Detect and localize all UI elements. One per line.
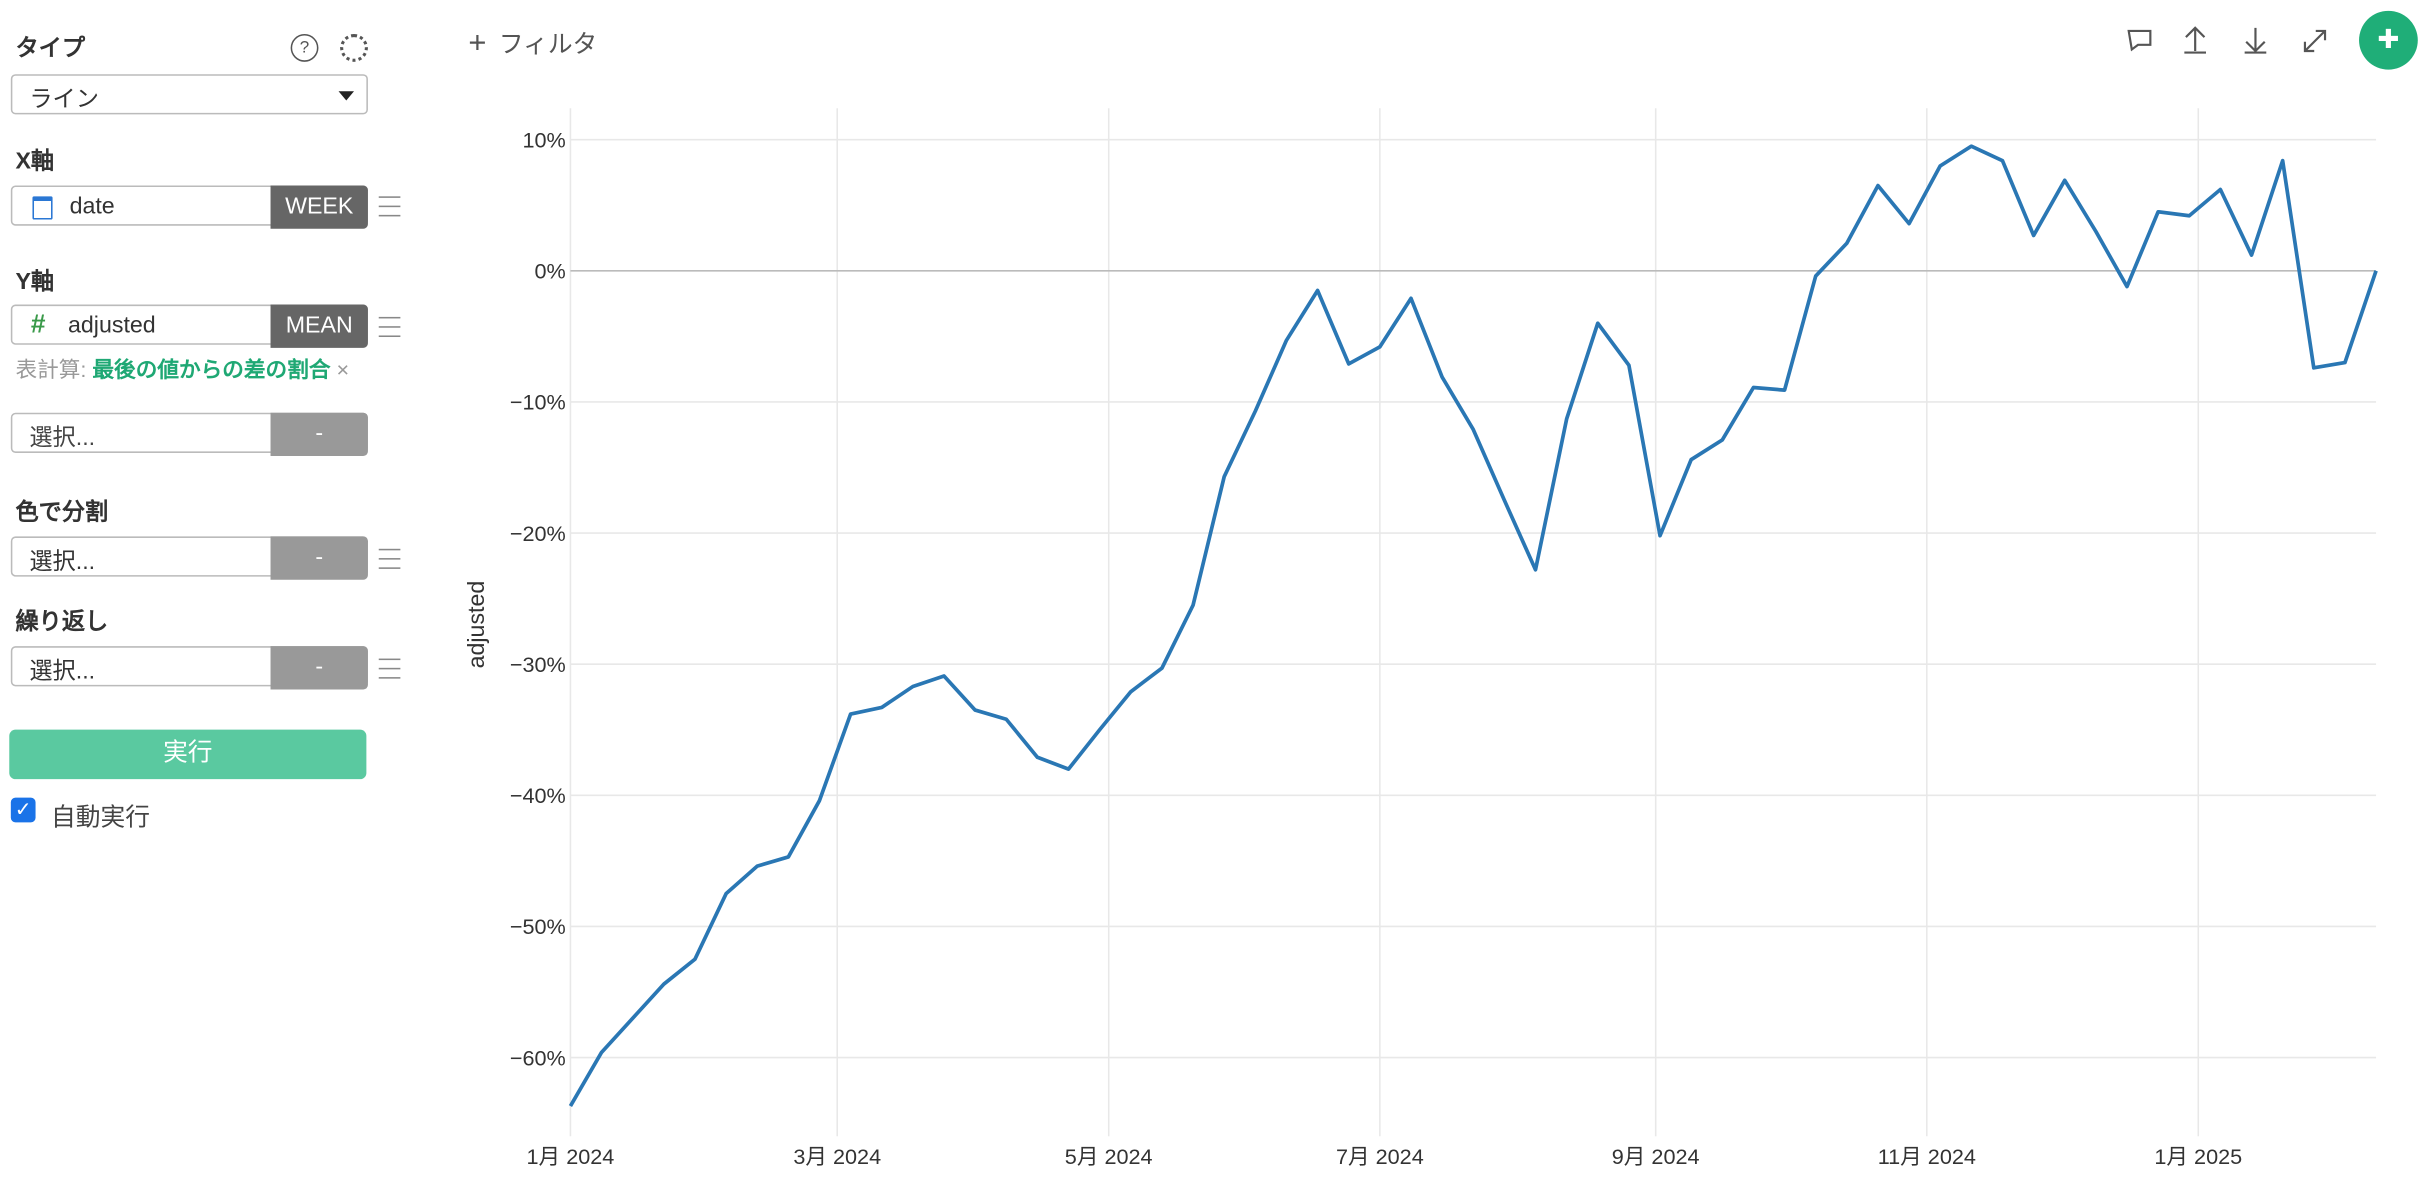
menu-icon[interactable]	[378, 196, 401, 217]
download-icon[interactable]	[2244, 27, 2267, 54]
settings-icon[interactable]	[340, 34, 368, 62]
repeat-placeholder: 選択...	[29, 658, 96, 685]
menu-icon[interactable]	[378, 316, 401, 338]
y-tick-label: −10%	[510, 390, 566, 415]
x-tick-label: 1月 2024	[527, 1144, 615, 1169]
x-field[interactable]: date WEEK	[10, 185, 368, 229]
select-agg[interactable]: -	[270, 412, 368, 457]
y-tick-label: 10%	[523, 127, 566, 152]
x-label: X軸	[15, 148, 55, 175]
remove-icon[interactable]: ×	[336, 357, 350, 382]
y-field-name: adjusted	[68, 312, 156, 339]
x-tick-label: 1月 2025	[2154, 1144, 2242, 1169]
expand-icon[interactable]	[2303, 29, 2327, 53]
y-field[interactable]: # adjusted MEAN	[10, 304, 368, 348]
y-tick-label: −40%	[510, 783, 566, 808]
repeat-label: 繰り返し	[15, 609, 109, 636]
select[interactable]: 選択... -	[10, 412, 368, 457]
color-select[interactable]: 選択... -	[10, 536, 368, 580]
color-agg[interactable]: -	[270, 536, 368, 580]
calc: 表計算: 最後の値からの差の割合 ×	[15, 354, 349, 385]
y-tick-label: −50%	[510, 914, 566, 939]
type-value: ライン	[29, 86, 99, 113]
help-icon[interactable]: ?	[290, 34, 319, 62]
repeat-agg[interactable]: -	[270, 646, 368, 690]
menu-icon[interactable]	[378, 548, 401, 569]
x-agg[interactable]: WEEK	[270, 185, 368, 229]
calendar-icon	[32, 196, 53, 220]
y-tick-label: −60%	[510, 1045, 566, 1070]
caret	[338, 91, 355, 108]
y-tick-label: −30%	[510, 652, 566, 677]
x-tick-label: 9月 2024	[1612, 1144, 1700, 1169]
calc-label: 表計算:	[15, 357, 87, 382]
share-icon[interactable]	[2184, 26, 2206, 54]
type-select[interactable]: ライン	[10, 74, 368, 115]
auto-run-label: 自動実行	[51, 805, 150, 832]
line	[568, 144, 2378, 1108]
auto-run-checkbox[interactable]: ✓	[10, 797, 36, 823]
run-button[interactable]: 実行	[9, 729, 367, 780]
type-label: タイプ	[15, 35, 86, 62]
x-field-name: date	[69, 193, 115, 220]
filter-button[interactable]: + フィルタ	[468, 23, 597, 62]
x-tick-label: 11月 2024	[1878, 1144, 1976, 1169]
y-agg[interactable]: MEAN	[270, 304, 368, 348]
x-tick-label: 3月 2024	[793, 1144, 881, 1169]
x-tick-label: 5月 2024	[1065, 1144, 1153, 1169]
comment-icon[interactable]	[2127, 29, 2152, 52]
y-axis-title: adjusted	[463, 581, 489, 669]
plus-icon: +	[468, 26, 487, 61]
pin-button[interactable]: ✚	[2359, 10, 2418, 70]
repeat-select[interactable]: 選択... -	[10, 646, 368, 690]
y-label: Y軸	[15, 268, 55, 296]
y-tick-label: −20%	[510, 521, 566, 546]
menu-icon[interactable]	[378, 658, 401, 679]
filter-label: フィルタ	[498, 32, 598, 59]
number-icon: #	[30, 309, 46, 339]
color-label: 色で分割	[15, 499, 109, 526]
color-placeholder: 選択...	[29, 548, 96, 576]
x-tick-label: 7月 2024	[1336, 1144, 1424, 1169]
calc-value[interactable]: 最後の値からの差の割合	[92, 357, 331, 382]
y-tick-label: 0%	[535, 259, 566, 284]
select-placeholder: 選択...	[29, 425, 96, 452]
